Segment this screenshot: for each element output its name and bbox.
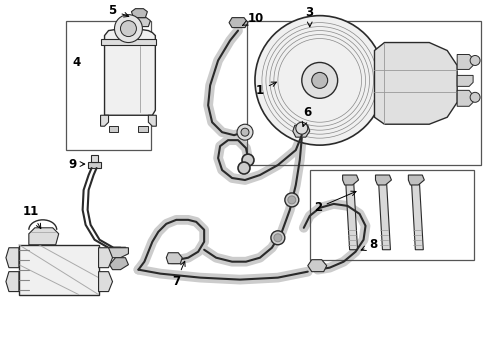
Polygon shape bbox=[378, 180, 391, 250]
Polygon shape bbox=[131, 9, 147, 18]
Text: 11: 11 bbox=[23, 205, 41, 229]
Circle shape bbox=[121, 21, 136, 37]
Polygon shape bbox=[345, 180, 358, 250]
Circle shape bbox=[115, 15, 143, 42]
Polygon shape bbox=[229, 18, 248, 28]
Polygon shape bbox=[343, 175, 359, 185]
Text: 9: 9 bbox=[69, 158, 85, 171]
Polygon shape bbox=[98, 248, 113, 268]
Circle shape bbox=[288, 196, 296, 204]
Circle shape bbox=[241, 128, 249, 136]
Polygon shape bbox=[457, 54, 473, 69]
Ellipse shape bbox=[326, 106, 339, 115]
Text: 6: 6 bbox=[302, 106, 312, 126]
Polygon shape bbox=[104, 248, 128, 258]
Text: 7: 7 bbox=[172, 261, 185, 288]
Text: 3: 3 bbox=[306, 6, 314, 27]
Bar bbox=[310, 170, 474, 260]
Polygon shape bbox=[374, 42, 457, 124]
Ellipse shape bbox=[345, 86, 355, 100]
Ellipse shape bbox=[300, 45, 314, 55]
Polygon shape bbox=[126, 18, 150, 27]
Ellipse shape bbox=[300, 106, 314, 115]
Polygon shape bbox=[19, 245, 98, 294]
Ellipse shape bbox=[285, 61, 294, 75]
Polygon shape bbox=[6, 248, 19, 268]
Circle shape bbox=[302, 62, 338, 98]
Circle shape bbox=[255, 15, 385, 145]
Polygon shape bbox=[6, 272, 19, 292]
Polygon shape bbox=[308, 260, 327, 272]
Polygon shape bbox=[100, 115, 108, 126]
Polygon shape bbox=[100, 39, 156, 45]
Circle shape bbox=[296, 122, 308, 134]
Circle shape bbox=[271, 231, 285, 245]
Text: 1: 1 bbox=[256, 82, 276, 97]
Polygon shape bbox=[91, 155, 98, 162]
Polygon shape bbox=[375, 175, 392, 185]
Polygon shape bbox=[29, 228, 59, 245]
Polygon shape bbox=[98, 272, 113, 292]
Bar bbox=[247, 21, 481, 165]
Circle shape bbox=[312, 72, 328, 88]
Polygon shape bbox=[166, 253, 182, 264]
Polygon shape bbox=[138, 126, 148, 132]
Polygon shape bbox=[108, 126, 119, 132]
Ellipse shape bbox=[285, 86, 294, 100]
Polygon shape bbox=[408, 175, 424, 185]
Circle shape bbox=[238, 162, 250, 174]
Circle shape bbox=[285, 193, 299, 207]
Polygon shape bbox=[110, 258, 128, 270]
Circle shape bbox=[470, 55, 480, 66]
Bar bbox=[66, 21, 151, 150]
Polygon shape bbox=[88, 162, 100, 168]
Polygon shape bbox=[412, 180, 423, 250]
Text: 8: 8 bbox=[361, 238, 378, 251]
Text: 4: 4 bbox=[73, 56, 81, 69]
Circle shape bbox=[242, 154, 254, 166]
Circle shape bbox=[470, 92, 480, 102]
Circle shape bbox=[274, 234, 282, 242]
Text: 10: 10 bbox=[243, 12, 264, 25]
Ellipse shape bbox=[326, 45, 339, 55]
Polygon shape bbox=[457, 75, 473, 86]
Polygon shape bbox=[148, 115, 156, 126]
Ellipse shape bbox=[345, 61, 355, 75]
Polygon shape bbox=[457, 90, 473, 106]
Text: 2: 2 bbox=[314, 191, 356, 215]
Text: 5: 5 bbox=[108, 4, 129, 17]
Polygon shape bbox=[293, 125, 310, 137]
Circle shape bbox=[237, 124, 253, 140]
Polygon shape bbox=[104, 28, 155, 115]
